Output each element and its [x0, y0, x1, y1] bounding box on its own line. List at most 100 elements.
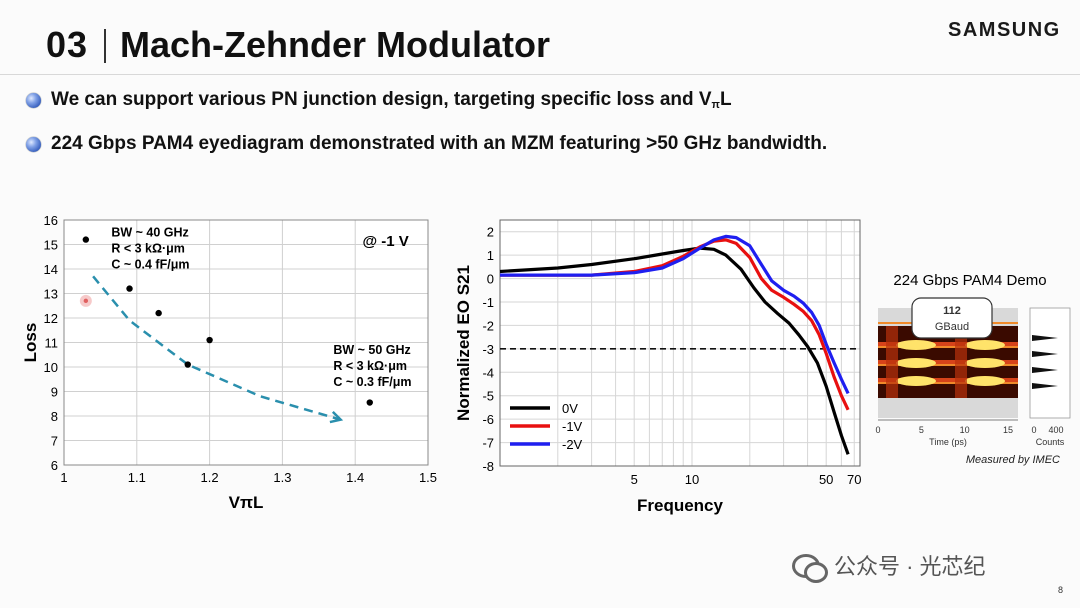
y-axis-label: Loss	[21, 323, 40, 363]
eye-x-tick: 5	[919, 425, 924, 435]
eye-x-tick: 0	[875, 425, 880, 435]
eye-x-label: Time (ps)	[929, 437, 967, 447]
y-tick-label: -3	[482, 342, 494, 357]
y-tick-label: 10	[44, 360, 58, 375]
watermark: 公众号 · 光芯纪	[790, 548, 986, 583]
y-tick-label: 7	[51, 434, 58, 449]
bullet-icon	[26, 136, 41, 152]
x-tick-label: 1	[60, 470, 67, 485]
y-tick-label: 0	[487, 272, 494, 287]
series-line	[499, 246, 850, 455]
bullet-text-end: L	[719, 89, 732, 110]
title-separator	[104, 29, 106, 63]
trend-arrow-head	[329, 411, 344, 424]
trend-arrow	[92, 275, 341, 421]
symbol-rate-callout	[911, 297, 993, 339]
data-point	[184, 361, 191, 368]
annotation-text: BW ~ 40 GHz	[111, 225, 188, 239]
x-tick-label: 70	[847, 472, 861, 487]
y-tick-label: -4	[482, 365, 494, 380]
eye-opening	[896, 340, 936, 350]
x-tick-label: 1.2	[201, 470, 219, 485]
legend-label: -1V	[562, 419, 583, 434]
watermark-text: 公众号 · 光芯纪	[834, 554, 986, 579]
legend-label: -2V	[562, 437, 583, 452]
x-axis-label: Frequency	[637, 496, 724, 515]
bullet-subscript: π	[711, 99, 720, 111]
annotation-text: BW ~ 50 GHz	[333, 343, 410, 357]
data-point	[155, 309, 162, 317]
plot-frame	[499, 219, 861, 467]
y-tick-label: 11	[45, 336, 59, 351]
eye-panel-title: 224 Gbps PAM4 Demo	[893, 272, 1046, 289]
header-rule	[0, 74, 1080, 75]
eye-trace	[878, 364, 1018, 366]
series-line	[500, 238, 850, 411]
symbol-rate-unit: GBaud	[935, 321, 969, 333]
y-tick-label: 9	[51, 385, 58, 400]
x-tick-label: 1.3	[273, 470, 291, 485]
brand-logo: SAMSUNG	[948, 19, 1061, 41]
annotation-text: R < 3 kΩ·μm	[333, 359, 407, 373]
bullet-text: 224 Gbps PAM4 eyediagram demonstrated wi…	[51, 133, 828, 154]
eye-trace	[878, 346, 1018, 348]
eye-opening	[896, 376, 936, 386]
page-number: 8	[1058, 585, 1064, 595]
eye-opening	[896, 358, 936, 368]
slide-number: 03	[46, 24, 89, 65]
histogram-peak	[1032, 335, 1058, 341]
legend-label: 0V	[562, 401, 578, 416]
histogram-tick: 400	[1048, 425, 1063, 435]
y-tick-label: -2	[482, 318, 494, 333]
plot-frame	[63, 219, 429, 466]
annotation-text: R < 3 kΩ·μm	[111, 241, 185, 255]
bullet-text: We can support various PN junction desig…	[51, 89, 712, 110]
x-tick-label: 1.4	[346, 470, 364, 485]
y-tick-label: -5	[482, 389, 494, 404]
histogram-peak	[1032, 367, 1058, 373]
eye-opening	[965, 376, 1005, 386]
eo-s21-chart: 210-1-2-3-4-5-6-7-85 10 50 70FrequencyNorma…	[454, 219, 861, 515]
eye-x-tick: 10	[960, 425, 970, 435]
histogram-peak	[1032, 383, 1058, 389]
histogram-frame	[1029, 307, 1071, 419]
eye-x-tick: 15	[1003, 425, 1013, 435]
wechat-icon	[790, 548, 828, 583]
data-point	[126, 285, 133, 292]
y-tick-label: 13	[44, 287, 58, 302]
data-point	[206, 336, 213, 344]
data-point	[366, 399, 373, 406]
y-axis-label: Normalized EO S21	[454, 265, 473, 421]
bullet-item: We can support various PN junction desig…	[26, 89, 732, 111]
y-tick-label: -6	[482, 412, 494, 427]
eye-crossing	[886, 326, 898, 398]
eye-diagram-panel: 224 Gbps PAM4 Demo 112 GBaud 0 5 10 15 Time (ps…	[875, 272, 1071, 466]
page-title: Mach-Zehnder Modulator	[120, 24, 550, 65]
data-point	[82, 236, 90, 243]
y-tick-label: 2	[487, 225, 494, 240]
x-axis-label: VπL	[229, 493, 264, 512]
eye-rail	[878, 360, 1018, 366]
loss-vs-vpil-chart: 1 1.1 1.2 1.3 1.4 1.5 6 7 8 9 10 11 12 13 14 15 16 VπL Los…	[21, 213, 437, 512]
y-tick-label: 14	[44, 262, 58, 277]
histogram-label: Counts	[1036, 437, 1065, 447]
x-tick-label: 1.5	[419, 470, 437, 485]
bullet-item: 224 Gbps PAM4 eyediagram demonstrated wi…	[26, 133, 827, 155]
x-tick-label: 10	[685, 472, 699, 487]
eye-opening	[965, 340, 1005, 350]
x-tick-label: 5	[631, 472, 638, 487]
eye-opening	[965, 358, 1005, 368]
symbol-rate-value: 112	[943, 305, 961, 317]
eye-trace	[878, 382, 1018, 384]
eye-crossing	[955, 326, 967, 398]
y-tick-label: 6	[51, 458, 58, 473]
x-tick-label: 1.1	[128, 470, 146, 485]
measurement-credit: Measured by IMEC	[966, 454, 1060, 466]
highlight-point	[83, 298, 89, 304]
y-tick-label: -8	[482, 459, 494, 474]
series-line	[500, 234, 850, 395]
bullet-icon	[26, 92, 41, 108]
annotation-text: C ~ 0.4 fF/μm	[111, 257, 189, 271]
x-tick-label: 50	[819, 472, 833, 487]
